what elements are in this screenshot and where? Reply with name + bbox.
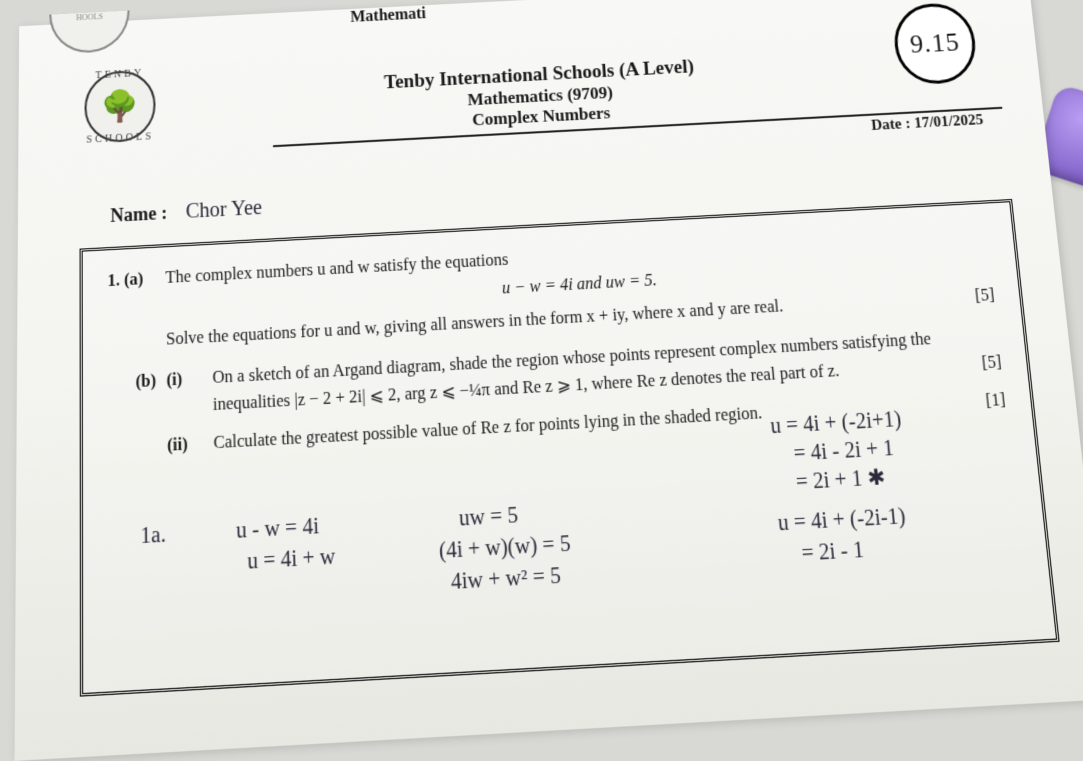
q1a-marks: [5] <box>974 283 996 310</box>
tree-icon: 🌳 <box>101 88 139 125</box>
student-name-handwritten: Chor Yee <box>186 196 263 223</box>
q1b-i-marks: [5] <box>981 350 1003 378</box>
logo-circle: TENBY 🌳 SCHOOLS <box>84 69 155 144</box>
clipped-subject-text: Mathemati <box>350 5 426 27</box>
partial-logo-text: HOOLS <box>76 12 103 22</box>
school-logo: TENBY 🌳 SCHOOLS <box>59 68 181 145</box>
logo-top-arc-text: TENBY <box>95 68 144 82</box>
part-b-ii-label: (ii) <box>167 431 214 461</box>
working-c2-l3: 4iw + w² = 5 <box>450 559 562 600</box>
working-c1-l2: u = 4i + w <box>247 540 336 580</box>
logo-bottom-arc-text: SCHOOLS <box>86 131 154 146</box>
score-value: 9.15 <box>909 27 962 60</box>
exam-paper-page: HOOLS Mathemati TENBY 🌳 SCHOOLS 9.15 Ten… <box>15 0 1083 761</box>
handwritten-working: 1a. u - w = 4i u = 4i + w uw = 5 (4i + w… <box>108 439 1024 634</box>
working-qref: 1a. <box>140 518 166 554</box>
part-b-label: (b) <box>108 369 167 426</box>
working-c3-l5: = 2i - 1 <box>800 533 865 571</box>
question-number: 1. (a) <box>107 266 166 357</box>
question-box: 1. (a) The complex numbers u and w satis… <box>80 199 1060 696</box>
partial-logo-clip: HOOLS <box>49 11 130 55</box>
part-b-i-label: (i) <box>166 366 213 422</box>
working-c3-l3: = 2i + 1 ✱ <box>795 461 887 500</box>
name-label: Name : <box>110 202 167 226</box>
q1b-ii-marks: [1] <box>985 388 1007 416</box>
score-circle: 9.15 <box>891 2 979 86</box>
